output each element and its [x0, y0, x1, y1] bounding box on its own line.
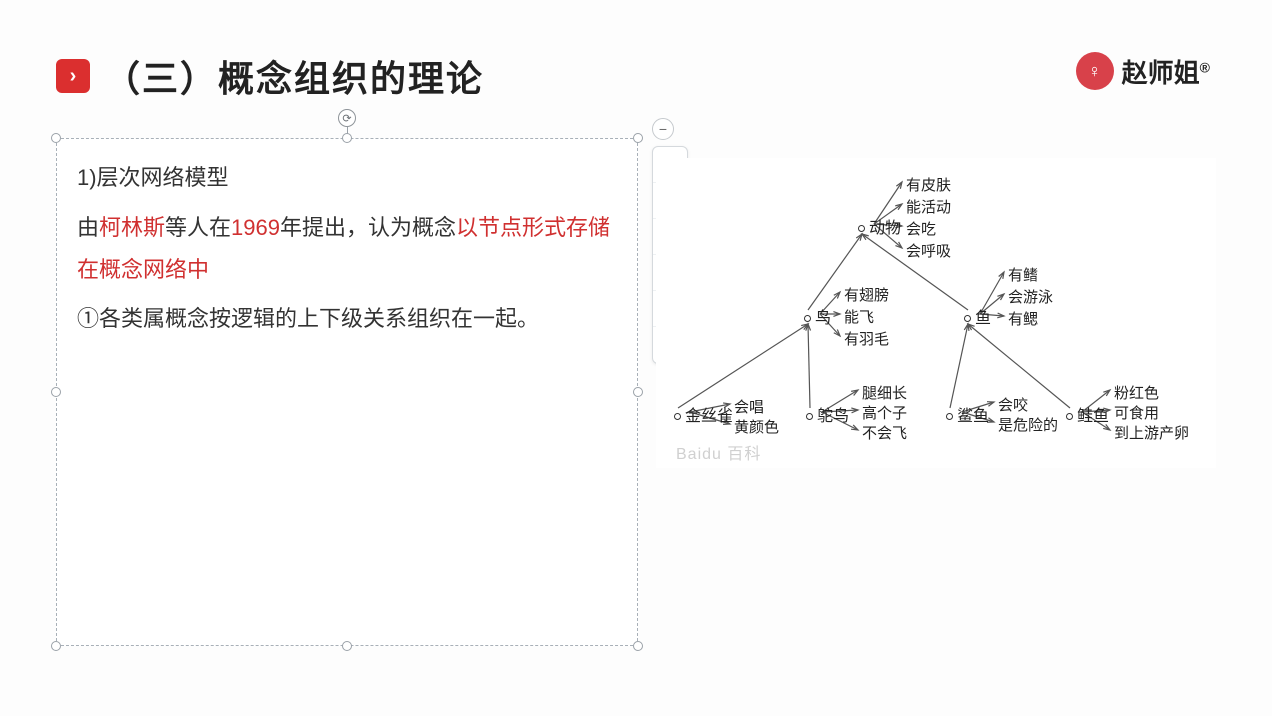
resize-handle-mt[interactable]: [342, 133, 352, 143]
textbox-content: 1)层次网络模型 由柯林斯等人在1969年提出，认为概念以节点形式存储在概念网络…: [77, 157, 617, 340]
selected-textbox[interactable]: ⟳ 1)层次网络模型 由柯林斯等人在1969年提出，认为概念以节点形式存储在概念…: [56, 138, 638, 646]
line3: ①各类属概念按逻辑的上下级关系组织在一起。: [77, 298, 617, 340]
page-title: （三）概念组织的理论: [104, 50, 484, 102]
attr-salmon-1: 可食用: [1114, 402, 1159, 423]
resize-handle-ml[interactable]: [51, 387, 61, 397]
node-salmon: 鲑鱼: [1066, 402, 1109, 426]
edit-canvas: ⟳ 1)层次网络模型 由柯林斯等人在1969年提出，认为概念以节点形式存储在概念…: [56, 128, 1216, 648]
resize-handle-tr[interactable]: [633, 133, 643, 143]
attr-animal-3: 会呼吸: [906, 240, 951, 261]
resize-handle-mr[interactable]: [633, 387, 643, 397]
concept-network-diagram: Baidu 百科 动物鸟 鱼金丝雀 鸵鸟 鲨鱼 鲑鱼 有皮肤能活动会吃会呼吸有翅膀能飞有羽…: [656, 158, 1216, 468]
attr-fish-0: 有鳍: [1008, 264, 1038, 285]
t2b: 柯林斯: [99, 215, 165, 240]
attr-bird-0: 有翅膀: [844, 284, 889, 305]
line1: 1)层次网络模型: [77, 157, 617, 199]
collapse-button[interactable]: −: [652, 118, 674, 140]
t2c: 等人在: [165, 215, 231, 240]
attr-bird-2: 有羽毛: [844, 328, 889, 349]
brand-name: 赵师姐®: [1122, 53, 1210, 90]
attr-ostrich-2: 不会飞: [862, 422, 907, 443]
resize-handle-bl[interactable]: [51, 641, 61, 651]
node-animal: 动物: [858, 214, 901, 238]
attr-shark-0: 会咬: [998, 394, 1028, 415]
rotate-handle[interactable]: ⟳: [338, 109, 356, 127]
slide: › （三）概念组织的理论 ♀ 赵师姐® ⟳ 1)层次网络模型 由柯林斯等人在19…: [0, 0, 1272, 716]
t2e: 年提出，认为概念: [280, 215, 456, 240]
node-bird: 鸟: [804, 304, 831, 328]
watermark: Baidu 百科: [676, 440, 761, 464]
t2a: 由: [77, 215, 99, 240]
attr-ostrich-1: 高个子: [862, 402, 907, 423]
logo-icon: ›: [56, 59, 90, 93]
node-shark: 鲨鱼: [946, 402, 989, 426]
node-fish: 鱼: [964, 304, 991, 328]
resize-handle-tl[interactable]: [51, 133, 61, 143]
line2: 由柯林斯等人在1969年提出，认为概念以节点形式存储在概念网络中: [77, 207, 617, 291]
attr-fish-2: 有鳃: [1008, 308, 1038, 329]
attr-ostrich-0: 腿细长: [862, 382, 907, 403]
header: › （三）概念组织的理论: [56, 50, 1216, 102]
attr-salmon-2: 到上游产卵: [1114, 422, 1189, 443]
t2d: 1969: [231, 215, 280, 240]
attr-animal-2: 会吃: [906, 218, 936, 239]
resize-handle-br[interactable]: [633, 641, 643, 651]
node-canary: 金丝雀: [674, 402, 733, 426]
node-ostrich: 鸵鸟: [806, 402, 849, 426]
avatar: ♀: [1076, 52, 1114, 90]
brand-text: 赵师姐: [1122, 58, 1200, 88]
attr-canary-1: 黄颜色: [734, 416, 779, 437]
resize-handle-mb[interactable]: [342, 641, 352, 651]
attr-animal-0: 有皮肤: [906, 174, 951, 195]
attr-fish-1: 会游泳: [1008, 286, 1053, 307]
attr-shark-1: 是危险的: [998, 414, 1058, 435]
attr-canary-0: 会唱: [734, 396, 764, 417]
brand-mark: ®: [1200, 59, 1210, 75]
attr-bird-1: 能飞: [844, 306, 874, 327]
attr-salmon-0: 粉红色: [1114, 382, 1159, 403]
brand: ♀ 赵师姐®: [1076, 52, 1210, 90]
attr-animal-1: 能活动: [906, 196, 951, 217]
